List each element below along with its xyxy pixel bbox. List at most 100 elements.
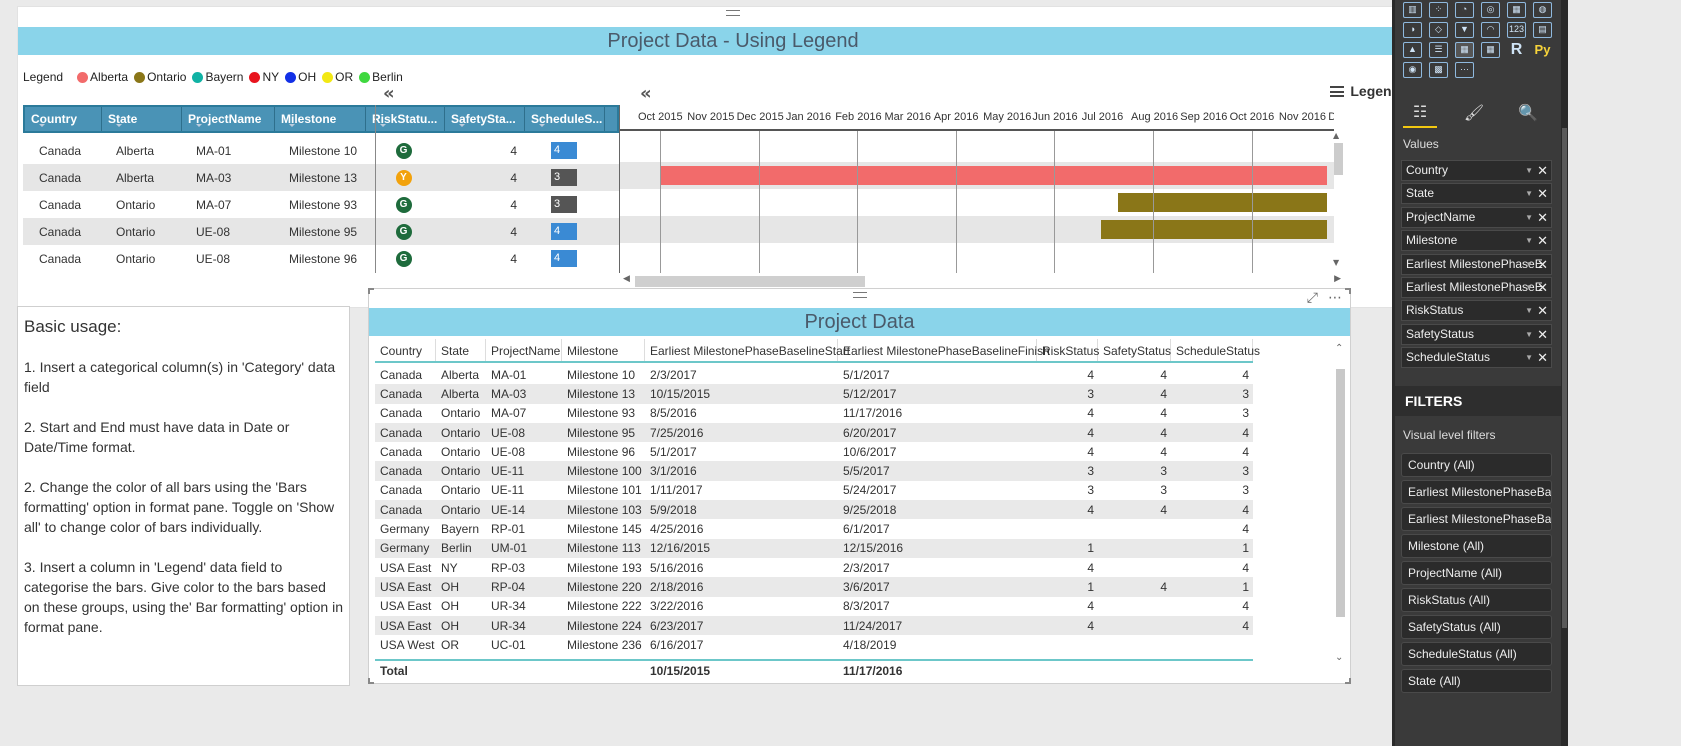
table-column-header[interactable]: Milestone — [562, 339, 645, 361]
scroll-thumb[interactable] — [1336, 369, 1345, 617]
multirow-card-icon[interactable]: ▤ — [1533, 22, 1552, 38]
filled-map-icon[interactable]: ◑ — [1403, 22, 1422, 38]
grid-column-header[interactable]: SafetySta... — [445, 107, 525, 131]
legend-item[interactable]: Alberta — [77, 70, 128, 84]
chevron-down-icon[interactable]: ▼ — [1525, 166, 1533, 175]
table-column-header[interactable]: Earliest MilestonePhaseBaselineFinish — [838, 339, 1050, 361]
values-field[interactable]: State ▼ ✕ — [1401, 183, 1552, 205]
table-vertical-scrollbar[interactable]: ⌃ ⌄ — [1334, 343, 1346, 663]
more-icon[interactable]: ··· — [1455, 62, 1474, 78]
table-column-header[interactable]: ScheduleStatus — [1171, 339, 1260, 361]
grid-column-header[interactable]: ScheduleS... — [525, 107, 605, 131]
grid-row[interactable]: Canada Alberta MA-01 Milestone 10 G 4 4 — [23, 137, 619, 164]
chevron-down-icon[interactable]: ⌄ — [1335, 652, 1344, 663]
filter-card[interactable]: Earliest MilestonePhaseBa... — [1401, 507, 1552, 531]
grid-column-header[interactable]: Milestone — [275, 107, 366, 131]
gantt-bar[interactable] — [1101, 220, 1327, 239]
filter-card[interactable]: State (All) — [1401, 669, 1552, 693]
remove-field-icon[interactable]: ✕ — [1537, 233, 1548, 249]
table-row[interactable]: Canada Ontario MA-07 Milestone 93 8/5/2016 11… — [375, 404, 1253, 423]
table-row[interactable]: Canada Ontario UE-14 Milestone 103 5/9/2018 9… — [375, 500, 1253, 520]
remove-field-icon[interactable]: ✕ — [1537, 303, 1548, 319]
filter-card[interactable]: Country (All) — [1401, 453, 1552, 477]
values-field[interactable]: Country ▼ ✕ — [1401, 160, 1552, 181]
values-field[interactable]: ProjectName ▼ ✕ — [1401, 206, 1552, 228]
legend-item[interactable]: NY — [249, 70, 279, 84]
legend-item[interactable]: Berlin — [359, 70, 403, 84]
legend-item[interactable]: Ontario — [134, 70, 186, 84]
pie-icon[interactable]: ◔ — [1455, 2, 1474, 18]
values-field[interactable]: Earliest MilestonePhaseE ▼ ✕ — [1401, 277, 1552, 298]
chevron-down-icon[interactable]: ▼ — [1525, 189, 1533, 199]
funnel-icon[interactable]: ▼ — [1455, 22, 1474, 38]
grid-row[interactable]: Canada Alberta MA-03 Milestone 13 Y 4 3 — [23, 164, 619, 191]
resize-handle[interactable] — [368, 678, 374, 684]
chevron-down-icon[interactable]: ▼ — [1525, 353, 1533, 363]
shape-map-icon[interactable]: ◇ — [1429, 22, 1448, 38]
grid-column-header[interactable]: State — [102, 107, 182, 131]
table-row[interactable]: Canada Ontario UE-08 Milestone 95 7/25/2016 6… — [375, 422, 1253, 443]
values-field[interactable]: RiskStatus ▼ ✕ — [1401, 300, 1552, 322]
table-row[interactable]: USA East OH RP-04 Milestone 220 2/18/2016 3/6… — [375, 577, 1253, 597]
analytics-magnifier-icon[interactable]: 🔍 — [1518, 105, 1538, 122]
resize-handle[interactable] — [1345, 288, 1351, 294]
table-row[interactable]: Germany Berlin UM-01 Milestone 113 12/16/201… — [375, 538, 1253, 558]
more-options-icon[interactable]: ⋯ — [1328, 290, 1342, 306]
remove-field-icon[interactable]: ✕ — [1537, 163, 1548, 178]
table-row[interactable]: USA West OR UC-01 Milestone 236 6/16/2017 4/1… — [375, 635, 1253, 654]
legend-item[interactable]: OH — [285, 70, 316, 84]
resize-handle[interactable] — [1345, 678, 1351, 684]
gauge-icon[interactable]: ◠ — [1481, 22, 1500, 38]
pane-scrollbar[interactable] — [1561, 0, 1568, 746]
resize-handle[interactable] — [368, 288, 374, 294]
filter-card[interactable]: SafetyStatus (All) — [1401, 615, 1552, 639]
filter-card[interactable]: Earliest MilestonePhaseBa... — [1401, 480, 1552, 504]
gantt-horizontal-scrollbar[interactable]: ◀ ▶ — [619, 273, 1345, 287]
python-visual-icon[interactable]: Py — [1534, 42, 1551, 57]
table-column-header[interactable]: ProjectName — [486, 339, 562, 361]
legend-item[interactable]: OR — [322, 70, 353, 84]
grid-column-header[interactable]: ProjectName — [182, 107, 275, 131]
r-visual-icon[interactable]: R — [1510, 42, 1523, 58]
values-field[interactable]: Earliest MilestonePhaseE ▼ ✕ — [1401, 253, 1552, 275]
grid-divider[interactable] — [375, 105, 376, 273]
chevron-down-icon[interactable]: ▼ — [1525, 212, 1533, 222]
chevron-down-icon[interactable]: ▼ — [1525, 306, 1533, 316]
collapse-grid-icon[interactable]: « — [383, 83, 395, 104]
card-icon[interactable]: 123 — [1507, 22, 1526, 38]
scroll-right-icon[interactable]: ▶ — [1334, 274, 1341, 284]
table-row[interactable]: USA East NY RP-03 Milestone 193 5/16/2016 2/3… — [375, 558, 1253, 577]
scroll-thumb[interactable] — [1334, 143, 1343, 175]
slicer-icon[interactable]: ☰ — [1429, 42, 1448, 58]
gantt-bar[interactable] — [659, 166, 1327, 185]
focus-mode-icon[interactable]: ⤢ — [1306, 290, 1318, 306]
filter-card[interactable]: Milestone (All) — [1401, 534, 1552, 558]
values-field[interactable]: SafetyStatus ▼ ✕ — [1401, 323, 1552, 345]
remove-field-icon[interactable]: ✕ — [1537, 350, 1548, 366]
grid-row[interactable]: Canada Ontario UE-08 Milestone 95 G 4 4 — [23, 218, 619, 245]
chevron-down-icon[interactable]: ▼ — [1525, 259, 1533, 269]
grid-row[interactable]: Canada Ontario MA-07 Milestone 93 G 4 3 — [23, 191, 619, 218]
treemap-icon[interactable]: ▦ — [1507, 2, 1526, 18]
table-row[interactable]: USA East OH UR-34 Milestone 222 3/22/2016 8/3… — [375, 597, 1253, 616]
remove-field-icon[interactable]: ✕ — [1537, 256, 1548, 272]
scroll-left-icon[interactable]: ◀ — [623, 274, 630, 284]
table-visual[interactable]: ⤢ ⋯ Project Data Country State ProjectName… — [368, 288, 1351, 684]
scroll-thumb[interactable] — [1562, 128, 1567, 628]
table-row[interactable]: Canada Alberta MA-03 Milestone 13 10/15/2015… — [375, 384, 1253, 404]
drag-handle[interactable] — [726, 10, 740, 16]
chevron-up-icon[interactable]: ⌃ — [1335, 343, 1344, 354]
table-column-header[interactable]: State — [436, 339, 486, 361]
gantt-visual[interactable]: ⤢ ⋯ Project Data - Using Legend Legend A… — [17, 6, 1449, 308]
kpi-icon[interactable]: ▲ — [1403, 42, 1422, 58]
custom-visual-icon[interactable]: ▩ — [1429, 62, 1448, 78]
legend-item[interactable]: Bayern — [192, 70, 243, 84]
matrix2-icon[interactable]: ▦ — [1481, 42, 1500, 58]
map-icon[interactable]: ◍ — [1533, 2, 1552, 18]
table-row[interactable]: Germany Bayern RP-01 Milestone 145 4/25/2016… — [375, 519, 1253, 538]
table-row[interactable]: Canada Ontario UE-11 Milestone 100 3/1/2016 5… — [375, 461, 1253, 481]
grid-column-header[interactable]: Country — [25, 107, 102, 131]
grid-column-header[interactable]: RiskStatu... — [366, 107, 445, 131]
table-row[interactable]: Canada Ontario UE-11 Milestone 101 1/11/2017… — [375, 481, 1253, 500]
table-row[interactable]: Canada Ontario UE-08 Milestone 96 5/1/2017 10… — [375, 442, 1253, 461]
